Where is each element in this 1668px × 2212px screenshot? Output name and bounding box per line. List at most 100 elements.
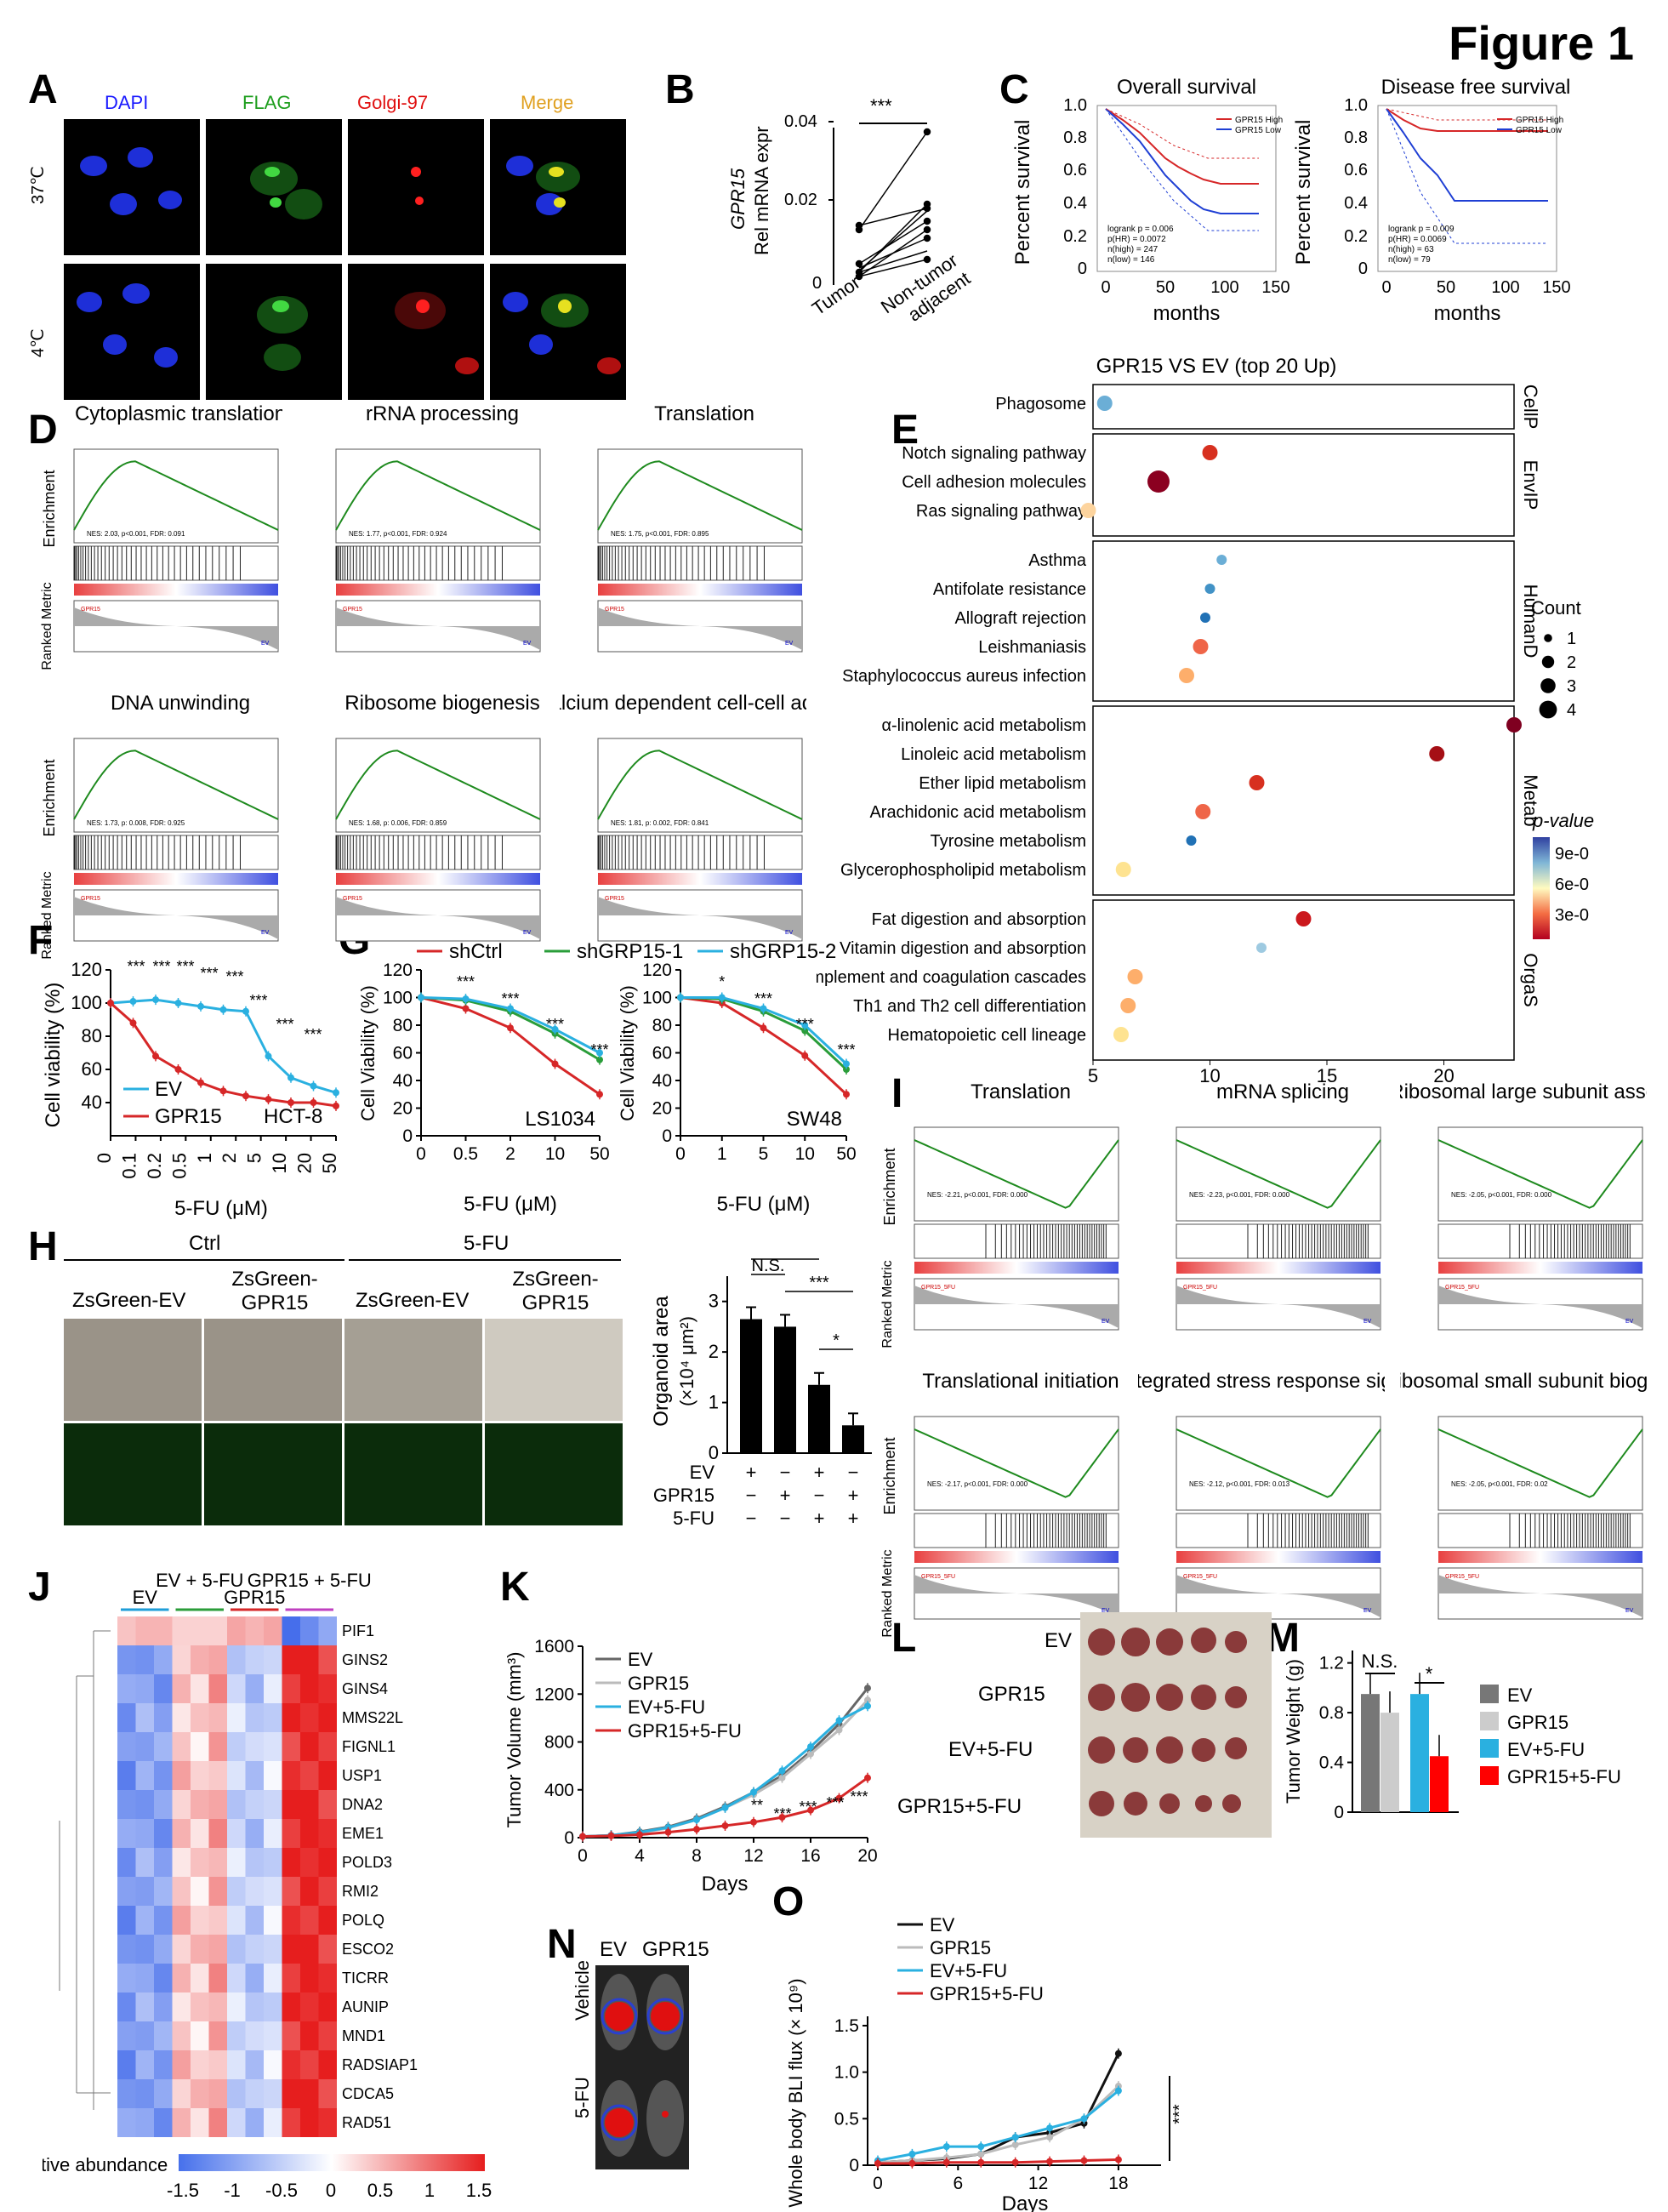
series-line xyxy=(878,2158,1119,2165)
h-col-3: ZsGreen-EV xyxy=(356,1289,470,1312)
hit-track xyxy=(1176,1223,1381,1259)
svg-text:GPR15 High: GPR15 High xyxy=(1516,116,1563,125)
e-dot xyxy=(1193,639,1209,654)
j-cell xyxy=(264,1645,282,1674)
j-gene-label: RADSIAP1 xyxy=(342,2056,418,2073)
b-ytick-0: 0 xyxy=(812,274,823,293)
e-term-label: Vitamin digestion and absorption xyxy=(840,939,1086,958)
svg-text:GPR15 High: GPR15 High xyxy=(1235,116,1283,125)
j-cell xyxy=(154,1645,173,1674)
j-cell xyxy=(282,1935,300,1964)
h-col-1: ZsGreen-EV xyxy=(72,1289,186,1312)
j-cell xyxy=(172,1790,191,1819)
m-ylabel: Tumor Weight (g) xyxy=(1283,1659,1304,1804)
j-legend-tick: -0.5 xyxy=(265,2180,298,2201)
e-group-label: Metab xyxy=(1520,774,1541,826)
e-term-label: Complement and coagulation cascades xyxy=(817,968,1086,987)
data-point xyxy=(778,1767,786,1775)
h-gf-1 xyxy=(64,1423,202,1525)
e-dot xyxy=(1186,835,1197,846)
rank-high-label: GPR15 xyxy=(605,607,624,613)
j-cell xyxy=(117,1819,136,1848)
rank-high-label: GPR15_5FU xyxy=(1445,1285,1479,1291)
j-group-label: GPR15 xyxy=(224,1587,285,1608)
k-sig: *** xyxy=(826,1794,844,1811)
j-cell xyxy=(318,1703,337,1732)
m-sig: * xyxy=(1426,1663,1433,1685)
h-sign: + xyxy=(848,1508,859,1529)
panel-m-chart: 0 0.4 0.8 1.2 Tumor Weight (g) N.S. * EV GPR15 EV… xyxy=(1283,1650,1621,1822)
o-legend: GPR15 xyxy=(930,1937,991,1958)
j-cell xyxy=(208,2108,227,2137)
e-term-label: Ras signaling pathway xyxy=(916,502,1086,521)
x-tick-label: 0 xyxy=(873,2174,883,2193)
j-cell xyxy=(191,2108,209,2137)
h-sig-label: N.S. xyxy=(752,1257,785,1275)
l-tumor-photo xyxy=(1080,1612,1272,1838)
data-point xyxy=(1046,2124,1054,2132)
b-ylabel: Rel mRNA expr xyxy=(751,126,772,255)
j-gene-label: MND1 xyxy=(342,2027,385,2044)
j-cell xyxy=(172,1732,191,1761)
y-tick-label: 1200 xyxy=(534,1685,574,1704)
g-cell: SW48 xyxy=(787,1108,842,1131)
es-curve xyxy=(1176,1428,1381,1498)
gsea-frame xyxy=(335,738,541,833)
data-point xyxy=(462,995,470,1003)
j-cell xyxy=(264,1674,282,1703)
data-point xyxy=(801,1052,809,1059)
svg-text:50: 50 xyxy=(1437,278,1455,297)
rank-high-label: GPR15_5FU xyxy=(1445,1574,1479,1580)
gsea-title: Ribosomal large subunit assembly xyxy=(1400,1080,1647,1103)
e-count-dot xyxy=(1540,678,1556,693)
m-sig: N.S. xyxy=(1362,1650,1398,1672)
ylabel-ranked: Ranked Metric xyxy=(880,1260,895,1348)
y-tick-label: 0 xyxy=(402,1126,413,1146)
e-term-label: Ether lipid metabolism xyxy=(919,774,1086,793)
data-point xyxy=(864,1685,871,1692)
rank-high-label: GPR15_5FU xyxy=(1183,1574,1217,1580)
j-cell xyxy=(208,1993,227,2021)
svg-text:0.4: 0.4 xyxy=(1063,194,1087,213)
j-cell xyxy=(117,1877,136,1906)
j-legend-tick: -1.5 xyxy=(167,2180,199,2201)
gsea-title: Integrated stress response signaling xyxy=(1138,1370,1385,1393)
j-cell xyxy=(154,2050,173,2079)
data-point xyxy=(843,1060,850,1068)
j-cell xyxy=(318,2079,337,2108)
k-sig: *** xyxy=(850,1788,868,1805)
e-count-title: Count xyxy=(1531,597,1581,619)
j-cell xyxy=(135,1906,154,1935)
data-point xyxy=(219,1006,227,1013)
y-tick-label: 0 xyxy=(662,1126,672,1146)
j-cell xyxy=(191,1674,209,1703)
j-cell xyxy=(318,1935,337,1964)
j-cell xyxy=(135,1964,154,1993)
data-point xyxy=(310,1082,317,1090)
j-cell xyxy=(282,1761,300,1790)
c-plot-os: Overall survival 0 0.2 0.4 0.6 0.8 1.0 0 50 10… xyxy=(1012,76,1290,325)
j-legend-tick: 1.5 xyxy=(466,2180,492,2201)
j-cell xyxy=(208,1616,227,1645)
data-point xyxy=(507,1005,514,1012)
j-cell xyxy=(282,1703,300,1732)
es-curve xyxy=(597,750,803,820)
j-cell xyxy=(172,1935,191,1964)
j-cell xyxy=(245,1674,264,1703)
svg-text:logrank p = 0.006: logrank p = 0.006 xyxy=(1107,225,1174,234)
j-cell xyxy=(117,1848,136,1877)
e-dot xyxy=(1256,943,1267,953)
channel-label-dapi: DAPI xyxy=(105,92,149,113)
e-pvalue-tick: 9e-0 xyxy=(1555,845,1589,864)
y-tick-label: 1.0 xyxy=(834,2063,859,2083)
data-point xyxy=(721,1804,729,1811)
j-cell xyxy=(154,1674,173,1703)
x-tick-label: 0 xyxy=(675,1144,686,1164)
e-term-label: Tyrosine metabolism xyxy=(931,832,1086,851)
e-term-label: Antifolate resistance xyxy=(933,580,1086,599)
j-cell xyxy=(245,1935,264,1964)
j-gene-label: GINS4 xyxy=(342,1680,388,1697)
h-sign: − xyxy=(746,1508,757,1529)
rank-area xyxy=(598,607,802,650)
e-dot xyxy=(1179,668,1194,683)
